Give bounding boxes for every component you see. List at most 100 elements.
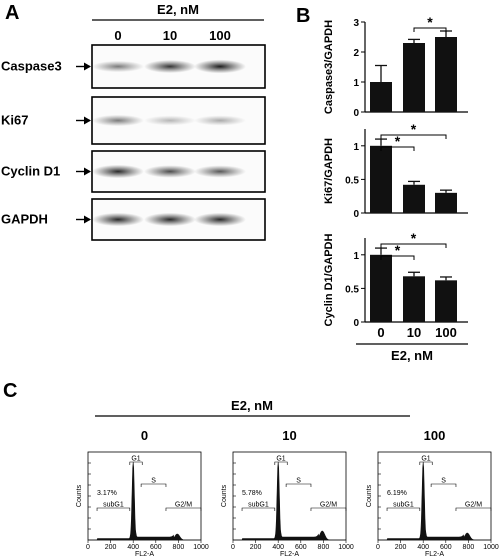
significance-star: *	[411, 121, 417, 137]
panel-a-letter: A	[5, 2, 19, 24]
y-tick-label-0.5: 0.5	[345, 284, 359, 295]
histogram-xlabel: FL2-A	[425, 551, 444, 557]
dose-label-0: 0	[114, 28, 121, 43]
bar-chart-cyclin-d1-gapdh: 0 0.5 1 Cyclin D1/GAPDH * *	[323, 230, 468, 329]
g2m-gate	[165, 507, 202, 511]
panel-c-flow-cytometry: E2, nM 0 Counts 0 200 400 600 800 1000 FL2-A G1 Ss…	[76, 398, 499, 557]
panel-b-bar-charts: 0 1 2 3 Caspase3/GAPDH * 0 0.5 1 Ki67/GAPDH * * 0 0.5…	[323, 14, 468, 363]
bar-10	[403, 184, 425, 213]
blot-label-cyclin-d1: Cyclin D1	[1, 164, 60, 179]
panel-c-letter: C	[3, 380, 17, 402]
x-tick-label-200: 200	[250, 544, 262, 551]
y-tick-label-0: 0	[353, 209, 359, 220]
x-tick-label-1000: 1000	[338, 544, 354, 551]
x-tick-label-200: 200	[105, 544, 117, 551]
histogram-xlabel: FL2-A	[280, 551, 299, 557]
g1-gate-label: G1	[276, 456, 285, 463]
g2m-gate-label: G2/M	[465, 502, 482, 509]
blot-label-ki67: Ki67	[1, 113, 28, 128]
histogram-dose-label: 10	[282, 428, 296, 443]
bar-0	[370, 254, 392, 322]
panel-b-letter: B	[296, 5, 310, 27]
dose-label-10: 10	[163, 28, 177, 43]
histogram-xlabel: FL2-A	[135, 551, 154, 557]
subg1-percent: 3.17%	[97, 490, 117, 497]
histogram-ylabel: Counts	[76, 484, 83, 507]
s-gate-label: S	[296, 478, 301, 485]
x-tick-label-0: 0	[376, 544, 380, 551]
blot-band-ki67-0	[92, 114, 144, 127]
blot-band-caspase3-0	[92, 60, 144, 73]
panel-a-condition: E2, nM	[157, 2, 199, 17]
y-tick-label-1: 1	[353, 251, 359, 262]
g2m-gate-label: G2/M	[320, 502, 337, 509]
blot-band-gapdh-0	[92, 212, 144, 227]
x-tick-label-1000: 1000	[483, 544, 499, 551]
x-category-label-0: 0	[377, 325, 384, 340]
s-gate	[430, 483, 457, 487]
x-tick-label-800: 800	[463, 544, 475, 551]
blot-band-caspase3-10	[144, 59, 196, 74]
y-tick-label-0: 0	[353, 318, 359, 329]
blot-band-caspase3-100	[194, 59, 246, 74]
significance-star: *	[427, 14, 433, 30]
y-tick-label-0: 0	[353, 108, 359, 119]
bar-100	[435, 37, 457, 112]
x-category-label-100: 100	[435, 325, 457, 340]
histogram-dose-label: 100	[424, 428, 446, 443]
g1-gate-label: G1	[131, 456, 140, 463]
blot-label-caspase3: Caspase3	[1, 59, 62, 74]
subg1-gate-label: subG1	[103, 502, 124, 509]
x-tick-label-400: 400	[127, 544, 139, 551]
histogram-distribution	[233, 461, 346, 541]
significance-bracket	[380, 146, 415, 151]
y-axis-label-caspase3-gapdh: Caspase3/GAPDH	[323, 20, 335, 114]
g1-gate-label: G1	[421, 456, 430, 463]
blot-band-ki67-10	[144, 115, 196, 126]
histogram-ylabel: Counts	[221, 484, 228, 507]
s-gate	[140, 483, 167, 487]
g2m-gate-label: G2/M	[175, 502, 192, 509]
s-gate-label: S	[151, 478, 156, 485]
s-gate-label: S	[441, 478, 446, 485]
blot-band-ki67-100	[194, 115, 246, 126]
blot-band-cyclin-d1-100	[194, 165, 246, 178]
y-tick-label-1: 1	[353, 78, 359, 89]
y-axis-label-cyclin-d1-gapdh: Cyclin D1/GAPDH	[323, 233, 335, 326]
subg1-gate	[96, 507, 131, 511]
blot-band-cyclin-d1-0	[92, 164, 144, 179]
blot-arrow-head-ki67	[84, 116, 91, 125]
significance-bracket	[413, 27, 447, 32]
x-tick-label-600: 600	[295, 544, 307, 551]
g1-gate	[419, 461, 433, 465]
significance-star: *	[411, 230, 417, 246]
x-tick-label-600: 600	[440, 544, 452, 551]
bar-10	[403, 276, 425, 322]
x-tick-label-400: 400	[417, 544, 429, 551]
blot-arrow-head-cyclin-d1	[84, 167, 91, 176]
subg1-gate	[241, 507, 276, 511]
significance-bracket	[380, 255, 415, 260]
significance-star: *	[395, 242, 401, 258]
y-tick-label-3: 3	[353, 18, 359, 29]
bar-0	[370, 82, 392, 112]
g2m-gate	[310, 507, 347, 511]
blot-label-gapdh: GAPDH	[1, 212, 48, 227]
x-tick-label-200: 200	[395, 544, 407, 551]
s-gate	[285, 483, 312, 487]
blot-arrow-head-caspase3	[84, 62, 91, 71]
panel-c-condition: E2, nM	[231, 398, 273, 413]
histogram-distribution	[88, 461, 201, 541]
bar-chart-caspase3-gapdh: 0 1 2 3 Caspase3/GAPDH *	[323, 14, 468, 119]
x-tick-label-1000: 1000	[193, 544, 209, 551]
significance-bracket	[380, 134, 447, 139]
x-tick-label-400: 400	[272, 544, 284, 551]
x-tick-label-0: 0	[86, 544, 90, 551]
x-tick-label-600: 600	[150, 544, 162, 551]
blot-arrow-head-gapdh	[84, 215, 91, 224]
significance-star: *	[395, 133, 401, 149]
subg1-gate-label: subG1	[248, 502, 269, 509]
y-tick-label-1: 1	[353, 142, 359, 153]
